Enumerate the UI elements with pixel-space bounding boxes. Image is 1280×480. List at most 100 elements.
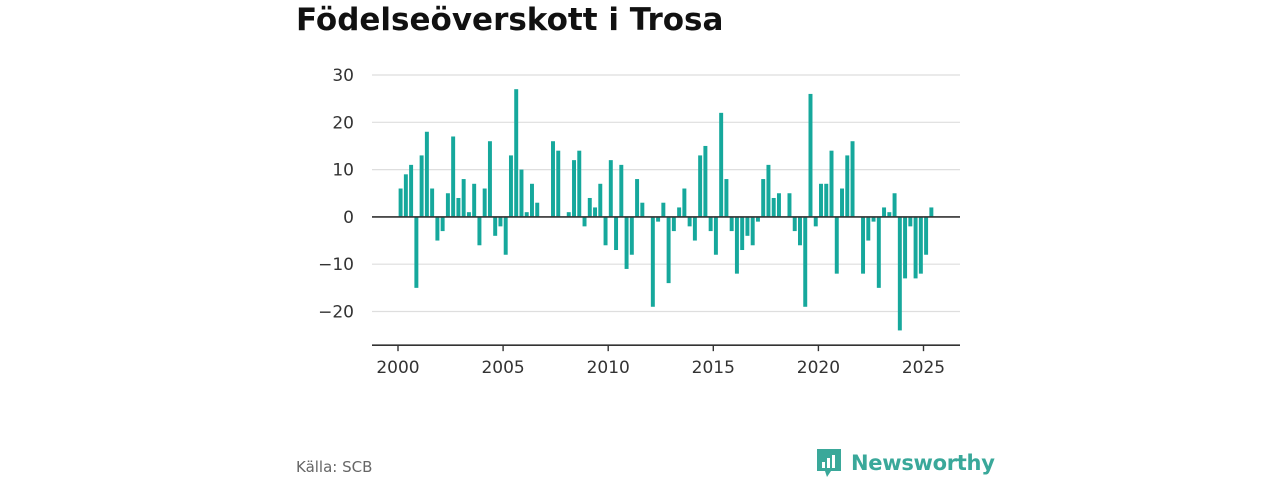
bar xyxy=(866,216,871,241)
bar xyxy=(745,216,750,236)
bar xyxy=(593,207,598,217)
bar xyxy=(740,216,745,251)
bar xyxy=(677,207,682,217)
bar xyxy=(908,216,913,227)
bar xyxy=(729,216,734,232)
bar xyxy=(519,169,524,217)
bar xyxy=(766,164,771,217)
bar xyxy=(708,216,713,232)
bar xyxy=(440,216,445,232)
bar xyxy=(819,183,823,217)
bar xyxy=(861,216,866,274)
bar xyxy=(698,155,703,217)
bar xyxy=(598,183,603,217)
bar xyxy=(913,216,918,279)
bar xyxy=(724,179,729,217)
bars xyxy=(398,89,934,331)
bar xyxy=(897,216,902,331)
bar xyxy=(882,207,887,217)
gridlines xyxy=(372,74,960,313)
bar xyxy=(713,216,718,255)
bar xyxy=(687,216,692,227)
brand-logo: Newsworthy xyxy=(815,447,995,479)
bar xyxy=(556,150,561,217)
bar xyxy=(829,150,834,217)
bar xyxy=(419,155,424,217)
bar xyxy=(619,164,624,217)
bar xyxy=(398,188,403,217)
bar xyxy=(650,216,655,307)
bar xyxy=(635,179,640,217)
bar xyxy=(551,141,555,217)
chart-title: Födelseöverskott i Trosa xyxy=(296,2,724,38)
bar xyxy=(566,212,571,217)
bar xyxy=(703,145,708,217)
newsworthy-logo-icon xyxy=(817,449,841,477)
bar xyxy=(803,216,808,307)
bar xyxy=(535,202,540,217)
bar xyxy=(845,155,850,217)
bar xyxy=(461,179,466,217)
bar xyxy=(445,193,450,217)
bar xyxy=(929,207,934,217)
bar xyxy=(918,216,923,274)
bar xyxy=(514,89,519,217)
x-tick-label: 2020 xyxy=(797,358,840,378)
bar xyxy=(824,183,829,217)
bar xyxy=(629,216,634,255)
bar xyxy=(614,216,619,251)
source-note: Källa: SCB xyxy=(296,458,373,476)
y-tick-label: −20 xyxy=(318,303,354,323)
bar xyxy=(424,131,429,217)
bar xyxy=(719,112,724,217)
y-tick-label: 30 xyxy=(332,66,354,86)
bar xyxy=(603,216,608,246)
brand-name: Newsworthy xyxy=(851,451,995,475)
bar xyxy=(435,216,440,241)
x-tick-label: 2010 xyxy=(587,358,630,378)
bar xyxy=(477,216,482,246)
bar xyxy=(409,164,414,217)
bar xyxy=(834,216,839,274)
axes xyxy=(372,216,960,352)
bar xyxy=(503,216,508,255)
bar xyxy=(876,216,881,288)
bar xyxy=(640,202,645,217)
bar xyxy=(498,216,503,227)
bar xyxy=(682,188,687,217)
y-axis-labels: 30 20 10 0 −10 −20 xyxy=(318,66,354,323)
bar xyxy=(472,183,477,217)
bar xyxy=(456,197,461,217)
bar xyxy=(582,216,587,227)
bar xyxy=(482,188,487,217)
bar xyxy=(840,188,844,217)
bar xyxy=(666,216,671,284)
bar xyxy=(524,212,529,217)
bar xyxy=(671,216,676,232)
y-tick-label: 10 xyxy=(332,161,354,181)
bar xyxy=(792,216,797,232)
bar xyxy=(813,216,818,227)
bar xyxy=(750,216,755,246)
bar xyxy=(451,136,456,217)
bar xyxy=(466,212,471,217)
bar xyxy=(530,183,534,217)
x-tick-label: 2025 xyxy=(902,358,945,378)
y-tick-label: −10 xyxy=(318,255,354,275)
bar xyxy=(761,179,766,217)
bar xyxy=(892,193,897,217)
bar xyxy=(577,150,582,217)
x-tick-label: 2000 xyxy=(376,358,419,378)
bar xyxy=(871,216,876,222)
bar xyxy=(887,212,892,217)
bar xyxy=(403,174,408,217)
bar xyxy=(808,93,813,217)
bar xyxy=(508,155,513,217)
x-tick-label: 2005 xyxy=(481,358,524,378)
x-axis-labels: 2000 2005 2010 2015 2020 2025 xyxy=(376,358,945,378)
bar xyxy=(572,160,576,217)
bar xyxy=(624,216,629,269)
bar xyxy=(903,216,908,279)
y-tick-label: 20 xyxy=(332,113,354,133)
